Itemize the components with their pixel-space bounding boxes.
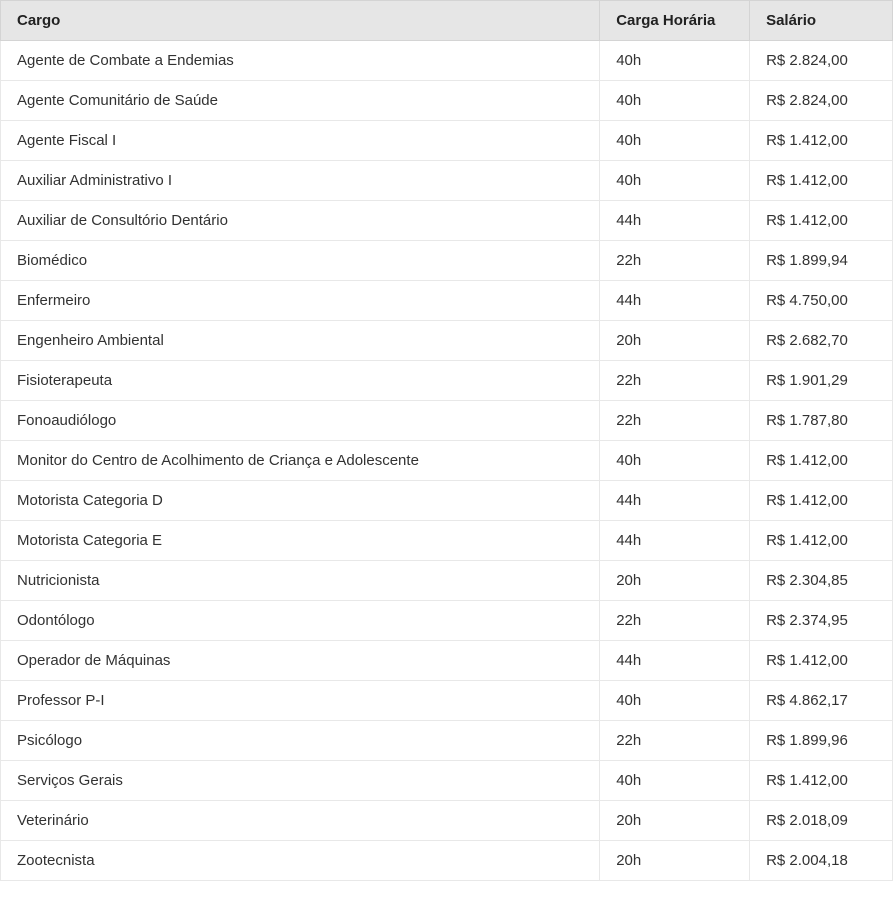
cell-cargo: Odontólogo — [1, 601, 600, 641]
table-row: Nutricionista20hR$ 2.304,85 — [1, 561, 893, 601]
table-row: Auxiliar de Consultório Dentário44hR$ 1.… — [1, 201, 893, 241]
table-row: Engenheiro Ambiental20hR$ 2.682,70 — [1, 321, 893, 361]
cell-carga: 44h — [600, 521, 750, 561]
cell-carga: 40h — [600, 761, 750, 801]
table-body: Agente de Combate a Endemias40hR$ 2.824,… — [1, 41, 893, 881]
cell-salario: R$ 1.412,00 — [750, 641, 893, 681]
cell-cargo: Zootecnista — [1, 841, 600, 881]
cell-salario: R$ 1.901,29 — [750, 361, 893, 401]
col-header-cargo: Cargo — [1, 1, 600, 41]
cell-salario: R$ 2.004,18 — [750, 841, 893, 881]
cell-carga: 22h — [600, 601, 750, 641]
table-row: Motorista Categoria D44hR$ 1.412,00 — [1, 481, 893, 521]
table-row: Fonoaudiólogo22hR$ 1.787,80 — [1, 401, 893, 441]
table-row: Agente Fiscal I40hR$ 1.412,00 — [1, 121, 893, 161]
cell-salario: R$ 4.862,17 — [750, 681, 893, 721]
cell-carga: 40h — [600, 681, 750, 721]
cell-salario: R$ 4.750,00 — [750, 281, 893, 321]
cell-cargo: Biomédico — [1, 241, 600, 281]
col-header-salario: Salário — [750, 1, 893, 41]
cell-salario: R$ 1.412,00 — [750, 761, 893, 801]
cell-cargo: Agente Comunitário de Saúde — [1, 81, 600, 121]
cell-cargo: Auxiliar de Consultório Dentário — [1, 201, 600, 241]
cell-cargo: Agente Fiscal I — [1, 121, 600, 161]
cell-salario: R$ 2.824,00 — [750, 81, 893, 121]
cell-salario: R$ 2.824,00 — [750, 41, 893, 81]
cell-salario: R$ 1.412,00 — [750, 161, 893, 201]
table-row: Agente de Combate a Endemias40hR$ 2.824,… — [1, 41, 893, 81]
cell-cargo: Motorista Categoria D — [1, 481, 600, 521]
cell-salario: R$ 1.899,94 — [750, 241, 893, 281]
cell-cargo: Serviços Gerais — [1, 761, 600, 801]
cell-cargo: Enfermeiro — [1, 281, 600, 321]
cell-salario: R$ 1.899,96 — [750, 721, 893, 761]
cell-salario: R$ 1.412,00 — [750, 441, 893, 481]
cell-cargo: Fonoaudiólogo — [1, 401, 600, 441]
cell-carga: 22h — [600, 401, 750, 441]
cell-cargo: Engenheiro Ambiental — [1, 321, 600, 361]
cell-salario: R$ 1.412,00 — [750, 201, 893, 241]
cell-carga: 40h — [600, 161, 750, 201]
table-row: Serviços Gerais40hR$ 1.412,00 — [1, 761, 893, 801]
cell-carga: 40h — [600, 81, 750, 121]
cell-carga: 20h — [600, 321, 750, 361]
table-row: Agente Comunitário de Saúde40hR$ 2.824,0… — [1, 81, 893, 121]
cell-salario: R$ 1.787,80 — [750, 401, 893, 441]
cell-carga: 44h — [600, 641, 750, 681]
cell-carga: 44h — [600, 481, 750, 521]
table-row: Professor P-I40hR$ 4.862,17 — [1, 681, 893, 721]
cell-cargo: Professor P-I — [1, 681, 600, 721]
table-row: Psicólogo22hR$ 1.899,96 — [1, 721, 893, 761]
cell-carga: 22h — [600, 241, 750, 281]
cell-salario: R$ 2.682,70 — [750, 321, 893, 361]
table-row: Motorista Categoria E44hR$ 1.412,00 — [1, 521, 893, 561]
col-header-carga: Carga Horária — [600, 1, 750, 41]
cell-carga: 22h — [600, 361, 750, 401]
cell-cargo: Operador de Máquinas — [1, 641, 600, 681]
cell-cargo: Veterinário — [1, 801, 600, 841]
cell-carga: 20h — [600, 841, 750, 881]
cell-cargo: Motorista Categoria E — [1, 521, 600, 561]
cell-cargo: Monitor do Centro de Acolhimento de Cria… — [1, 441, 600, 481]
table-row: Odontólogo22hR$ 2.374,95 — [1, 601, 893, 641]
cell-cargo: Nutricionista — [1, 561, 600, 601]
cell-cargo: Fisioterapeuta — [1, 361, 600, 401]
jobs-table: Cargo Carga Horária Salário Agente de Co… — [0, 0, 893, 881]
table-row: Auxiliar Administrativo I40hR$ 1.412,00 — [1, 161, 893, 201]
table-row: Biomédico22hR$ 1.899,94 — [1, 241, 893, 281]
cell-carga: 20h — [600, 561, 750, 601]
table-header-row: Cargo Carga Horária Salário — [1, 1, 893, 41]
cell-salario: R$ 2.374,95 — [750, 601, 893, 641]
cell-salario: R$ 1.412,00 — [750, 481, 893, 521]
cell-carga: 40h — [600, 121, 750, 161]
cell-carga: 22h — [600, 721, 750, 761]
cell-cargo: Psicólogo — [1, 721, 600, 761]
cell-carga: 44h — [600, 281, 750, 321]
table-row: Operador de Máquinas44hR$ 1.412,00 — [1, 641, 893, 681]
cell-carga: 40h — [600, 441, 750, 481]
cell-carga: 44h — [600, 201, 750, 241]
cell-carga: 20h — [600, 801, 750, 841]
cell-carga: 40h — [600, 41, 750, 81]
table-row: Monitor do Centro de Acolhimento de Cria… — [1, 441, 893, 481]
table-row: Zootecnista20hR$ 2.004,18 — [1, 841, 893, 881]
table-row: Veterinário20hR$ 2.018,09 — [1, 801, 893, 841]
cell-salario: R$ 2.304,85 — [750, 561, 893, 601]
cell-salario: R$ 1.412,00 — [750, 521, 893, 561]
cell-salario: R$ 1.412,00 — [750, 121, 893, 161]
table-row: Fisioterapeuta22hR$ 1.901,29 — [1, 361, 893, 401]
cell-cargo: Agente de Combate a Endemias — [1, 41, 600, 81]
table-row: Enfermeiro44hR$ 4.750,00 — [1, 281, 893, 321]
cell-salario: R$ 2.018,09 — [750, 801, 893, 841]
cell-cargo: Auxiliar Administrativo I — [1, 161, 600, 201]
